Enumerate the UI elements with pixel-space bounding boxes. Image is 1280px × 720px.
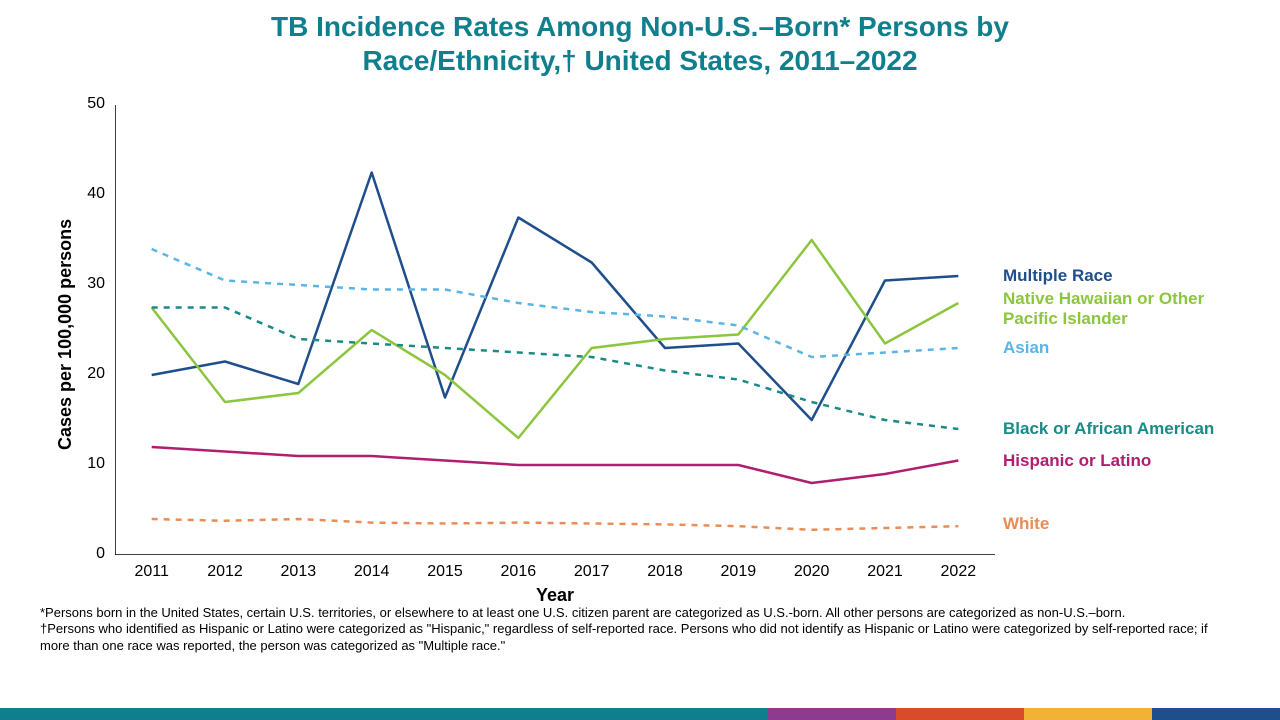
footer-segment [1152,708,1280,720]
x-axis-label: Year [115,585,995,606]
chart-svg [115,105,995,555]
line-chart [115,105,995,555]
y-tick-label: 30 [87,275,105,293]
series-label-black: Black or African American [1003,419,1214,439]
x-tick-label: 2012 [200,563,250,581]
y-tick-label: 0 [96,545,105,563]
chart-title: TB Incidence Rates Among Non-U.S.–Born* … [0,10,1280,77]
series-asian [152,249,959,357]
footer-segment [768,708,896,720]
y-tick-label: 10 [87,455,105,473]
series-label-multiple_race: Multiple Race [1003,266,1113,286]
series-black [152,308,959,430]
title-line-1: TB Incidence Rates Among Non-U.S.–Born* … [0,10,1280,44]
y-tick-label: 20 [87,365,105,383]
x-tick-label: 2017 [567,563,617,581]
footer-segment [896,708,1024,720]
x-tick-label: 2016 [493,563,543,581]
series-label-asian: Asian [1003,338,1049,358]
series-label-white: White [1003,514,1049,534]
footer-segment [1024,708,1152,720]
series-label-nhopi: Native Hawaiian or Other [1003,289,1204,309]
y-tick-label: 40 [87,185,105,203]
footnotes: *Persons born in the United States, cert… [40,605,1240,654]
series-white [152,519,959,530]
x-tick-label: 2011 [127,563,177,581]
y-tick-label: 50 [87,95,105,113]
x-tick-label: 2020 [787,563,837,581]
series-multiple_race [152,173,959,421]
y-axis-label: Cases per 100,000 persons [55,219,76,450]
x-tick-label: 2022 [933,563,983,581]
x-tick-label: 2015 [420,563,470,581]
title-line-2: Race/Ethnicity,† United States, 2011–202… [0,44,1280,78]
series-label-nhopi-line2: Pacific Islander [1003,309,1128,329]
x-tick-label: 2014 [347,563,397,581]
series-hispanic [152,447,959,483]
x-tick-label: 2019 [713,563,763,581]
footer-segment [0,708,768,720]
footnote-1: *Persons born in the United States, cert… [40,605,1240,621]
page-root: TB Incidence Rates Among Non-U.S.–Born* … [0,0,1280,720]
footnote-2: †Persons who identified as Hispanic or L… [40,621,1240,654]
x-tick-label: 2013 [273,563,323,581]
x-tick-label: 2021 [860,563,910,581]
footer-color-bar [0,708,1280,720]
x-tick-label: 2018 [640,563,690,581]
series-label-hispanic: Hispanic or Latino [1003,451,1151,471]
